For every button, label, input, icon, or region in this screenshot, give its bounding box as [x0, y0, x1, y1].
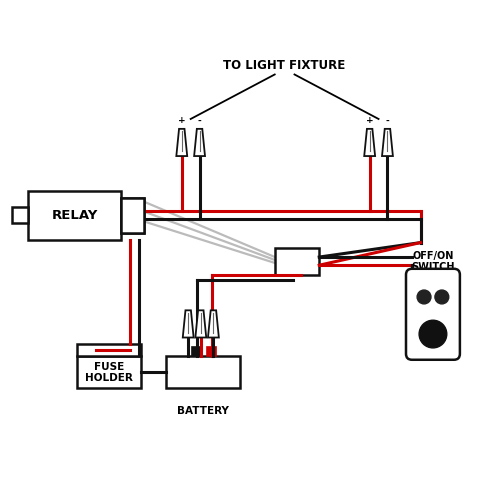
Bar [274, 248, 319, 274]
FancyBboxPatch shape [406, 269, 460, 360]
Text: RELAY: RELAY [52, 209, 98, 222]
Polygon shape [208, 310, 219, 338]
Bar [28, 190, 122, 240]
Text: +: + [366, 116, 374, 126]
Text: FUSE
HOLDER: FUSE HOLDER [85, 362, 133, 383]
Text: BATTERY: BATTERY [177, 406, 229, 416]
Circle shape [417, 290, 431, 304]
Text: TO LIGHT FIXTURE: TO LIGHT FIXTURE [224, 59, 346, 72]
Bar [122, 198, 144, 232]
Bar [192, 348, 201, 356]
Bar [122, 198, 144, 232]
Polygon shape [194, 129, 205, 156]
Text: -: - [386, 116, 390, 126]
Bar [206, 348, 216, 356]
Polygon shape [183, 310, 194, 338]
Bar [12, 208, 28, 224]
Polygon shape [364, 129, 375, 156]
Polygon shape [382, 129, 393, 156]
Bar [77, 356, 141, 388]
Circle shape [419, 320, 447, 348]
Text: +: + [178, 116, 186, 126]
Polygon shape [196, 310, 206, 338]
Text: OFF/ON
SWITCH: OFF/ON SWITCH [411, 250, 455, 272]
Bar [166, 356, 240, 388]
Circle shape [435, 290, 449, 304]
Text: -: - [198, 116, 202, 126]
Bar [77, 344, 141, 356]
Polygon shape [176, 129, 187, 156]
